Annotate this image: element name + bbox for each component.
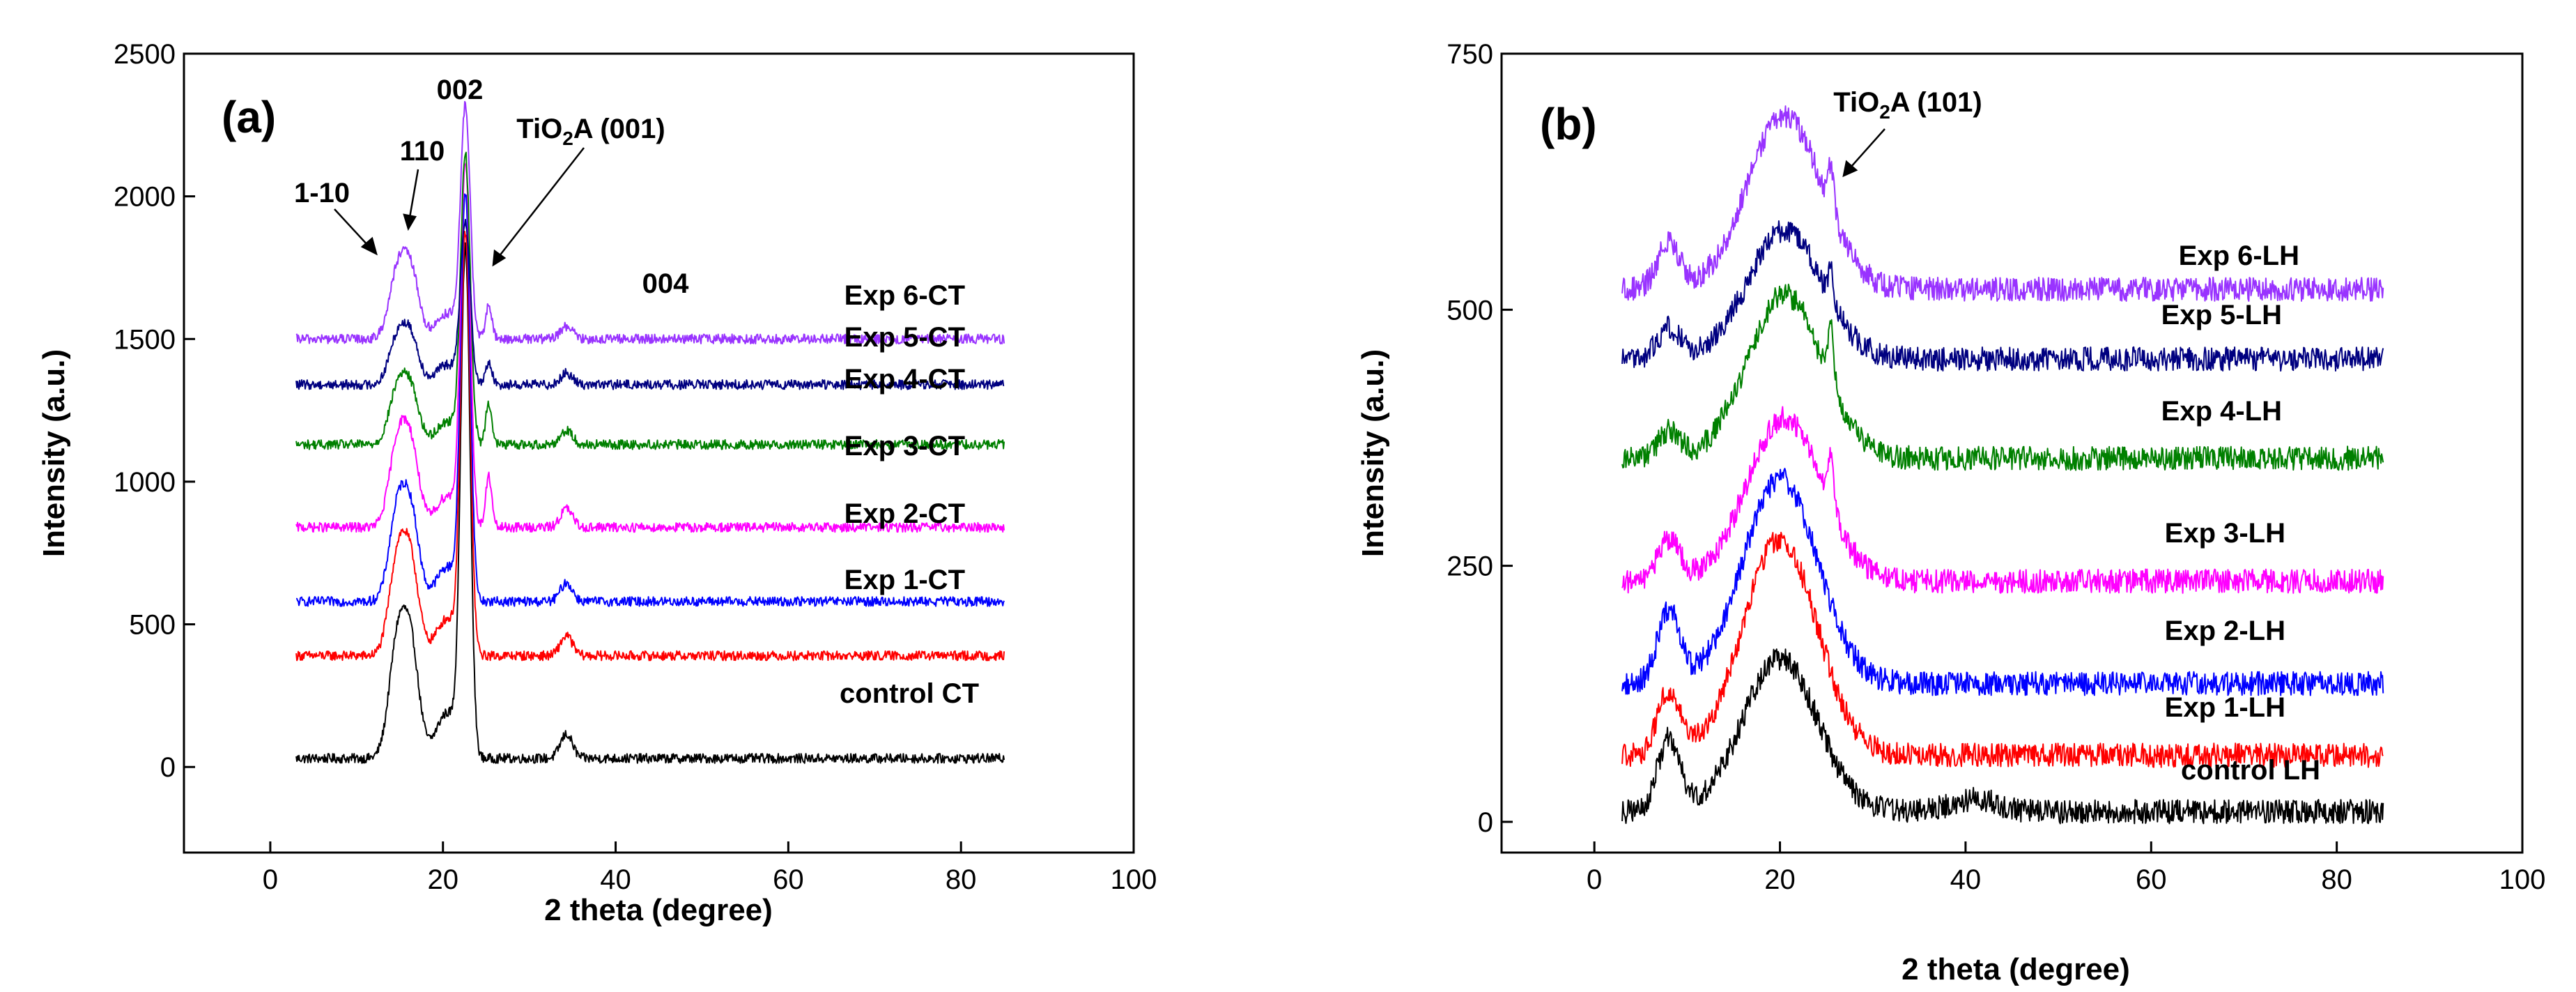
annotation-tio2a-101-part2: A (101) bbox=[1890, 87, 1982, 118]
panel-b-label: (b) bbox=[1540, 99, 1597, 149]
series-label-exp3-lh: Exp 3-LH bbox=[2165, 518, 2285, 549]
series-line-exp-6-ct bbox=[295, 100, 1005, 345]
series-line-exp-5-lh bbox=[1621, 220, 2384, 372]
series-line-control-ct bbox=[295, 242, 1005, 764]
x-tick-label: 40 bbox=[600, 864, 631, 895]
panel-a-y-axis-title: Intensity (a.u.) bbox=[37, 349, 71, 557]
series-label-exp4-ct: Exp 4-CT bbox=[844, 364, 965, 395]
series-label-exp1-ct: Exp 1-CT bbox=[844, 565, 965, 595]
series-label-exp6-lh: Exp 6-LH bbox=[2179, 241, 2299, 271]
arrow-110-head bbox=[403, 213, 417, 231]
series-label-exp2-lh: Exp 2-LH bbox=[2165, 616, 2285, 646]
annotation-tio2a-101: TiO2A (101) bbox=[1833, 87, 1982, 123]
series-label-control-lh: control LH bbox=[2181, 755, 2320, 786]
arrow-110 bbox=[408, 169, 419, 218]
panel-b-y-axis-title: Intensity (a.u.) bbox=[1356, 349, 1390, 557]
panel-a-x-ticks: 0 20 40 60 80 100 bbox=[263, 841, 1157, 895]
series-line-exp-1-lh bbox=[1621, 531, 2384, 768]
panel-b-plot-frame bbox=[1500, 52, 2524, 854]
y-tick-label: 750 bbox=[1447, 39, 1493, 70]
annotation-tio2a-101-part1: TiO bbox=[1833, 87, 1879, 118]
series-line-exp-4-ct bbox=[295, 151, 1005, 450]
series-label-exp6-ct: Exp 6-CT bbox=[844, 280, 965, 311]
series-line-exp-6-lh bbox=[1621, 105, 2384, 302]
x-tick-label: 100 bbox=[2499, 864, 2546, 895]
arrow-1-10 bbox=[334, 208, 369, 246]
series-line-exp-3-lh bbox=[1621, 406, 2384, 594]
arrow-1-10-head bbox=[360, 236, 378, 256]
x-tick-label: 60 bbox=[773, 864, 804, 895]
series-label-exp5-lh: Exp 5-LH bbox=[2161, 300, 2282, 330]
series-label-control-ct: control CT bbox=[840, 678, 979, 709]
series-label-exp5-ct: Exp 5-CT bbox=[844, 322, 965, 353]
annotation-004: 004 bbox=[642, 268, 689, 299]
y-tick-label: 0 bbox=[1478, 807, 1493, 838]
series-line-exp-1-ct bbox=[295, 230, 1005, 662]
x-tick-label: 60 bbox=[2136, 864, 2167, 895]
annotation-tio2a-101-subscript: 2 bbox=[1879, 101, 1890, 123]
x-tick-label: 40 bbox=[1950, 864, 1982, 895]
y-tick-label: 500 bbox=[1447, 295, 1493, 326]
series-line-exp-4-lh bbox=[1621, 283, 2384, 471]
y-tick-label: 1000 bbox=[114, 467, 176, 498]
y-tick-label: 0 bbox=[160, 752, 176, 783]
panel-a-plot-frame bbox=[183, 52, 1135, 854]
panel-a-y-ticks: 0 500 1000 1500 2000 2500 bbox=[114, 39, 195, 783]
annotation-tio2a-001-part1: TiO bbox=[516, 114, 562, 144]
x-tick-label: 0 bbox=[1587, 864, 1602, 895]
arrow-tio2a-001-head bbox=[492, 249, 507, 267]
series-line-exp-5-ct bbox=[295, 218, 1005, 390]
panel-b-series-group bbox=[1621, 105, 2384, 825]
panel-b-x-ticks: 0 20 40 60 80 100 bbox=[1587, 841, 2545, 895]
series-label-exp2-ct: Exp 2-CT bbox=[844, 498, 965, 529]
y-tick-label: 1500 bbox=[114, 324, 176, 355]
arrow-tio2a-001 bbox=[498, 147, 585, 257]
arrow-tio2a-101 bbox=[1850, 128, 1885, 168]
arrow-tio2a-101-head bbox=[1842, 160, 1858, 178]
x-tick-label: 80 bbox=[946, 864, 977, 895]
series-line-control-lh bbox=[1621, 648, 2384, 825]
annotation-tio2a-001-subscript: 2 bbox=[562, 128, 573, 149]
annotation-tio2a-001-part2: A (001) bbox=[573, 114, 665, 144]
y-tick-label: 2500 bbox=[114, 39, 176, 70]
panel-a-x-axis-title: 2 theta (degree) bbox=[544, 893, 773, 927]
panel-b: 0 250 500 750 0 20 40 60 80 100 (b) 2 theta (deg… bbox=[1356, 39, 2545, 986]
annotation-tio2a-001: TiO2A (001) bbox=[516, 114, 665, 149]
series-line-exp-3-ct bbox=[295, 162, 1005, 533]
x-tick-label: 100 bbox=[1111, 864, 1157, 895]
x-tick-label: 20 bbox=[427, 864, 458, 895]
series-label-exp3-ct: Exp 3-CT bbox=[844, 431, 965, 461]
y-tick-label: 250 bbox=[1447, 551, 1493, 582]
panel-a-series-group bbox=[295, 100, 1005, 764]
series-line-exp-2-ct bbox=[296, 193, 1005, 607]
panel-b-y-ticks: 0 250 500 750 bbox=[1447, 39, 1513, 838]
series-line-exp-2-lh bbox=[1621, 468, 2384, 696]
y-tick-label: 500 bbox=[129, 610, 176, 641]
panel-b-x-axis-title: 2 theta (degree) bbox=[1902, 952, 2130, 986]
annotation-110: 110 bbox=[400, 136, 445, 167]
panel-a-label: (a) bbox=[222, 92, 276, 142]
x-tick-label: 20 bbox=[1764, 864, 1796, 895]
y-tick-label: 2000 bbox=[114, 182, 176, 213]
x-tick-label: 0 bbox=[263, 864, 278, 895]
annotation-1-10: 1-10 bbox=[294, 178, 350, 208]
series-label-exp4-lh: Exp 4-LH bbox=[2161, 396, 2282, 427]
x-tick-label: 80 bbox=[2321, 864, 2352, 895]
panel-a: 0 500 1000 1500 2000 2500 0 20 40 60 80 100 (a) 2 … bbox=[37, 39, 1157, 927]
annotation-002: 002 bbox=[437, 75, 484, 105]
series-label-exp1-lh: Exp 1-LH bbox=[2165, 692, 2285, 723]
